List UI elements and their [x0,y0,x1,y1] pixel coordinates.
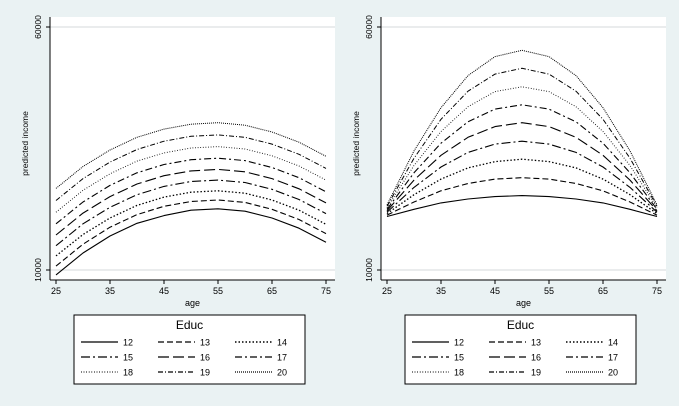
legend-label-educ-14: 14 [608,338,618,348]
legend-title: Educ [507,318,534,332]
legend-label-educ-17: 17 [277,353,287,363]
series-line-educ-15 [386,140,658,213]
y-tick-label: 10000 [364,258,374,282]
x-tick-label: 35 [436,286,446,296]
x-tick-label: 25 [51,286,61,296]
chart-panel-1: 25 35 45 55 65 75 10000 60000 age predicted incom… [20,15,335,385]
legend-label-educ-19: 19 [200,368,210,378]
legend-label-educ-15: 15 [454,353,464,363]
legend-label-educ-20: 20 [277,368,287,378]
legend-label-educ-16: 16 [531,353,541,363]
plot-area [381,17,666,280]
y-tick-label: 60000 [364,15,374,39]
legend-label-educ-14: 14 [277,338,287,348]
legend-label-educ-19: 19 [531,368,541,378]
legend-label-educ-13: 13 [531,338,541,348]
chart-panel-2: 25 35 45 55 65 75 10000 60000 age predicted incom… [351,15,666,385]
x-axis-title: age [516,298,531,308]
legend-label-educ-17: 17 [608,353,618,363]
series-line-educ-19 [386,67,658,207]
series-line-educ-17 [55,157,327,225]
legend-label-educ-15: 15 [123,353,133,363]
y-axis-title: predicted income [351,111,361,176]
legend-label-educ-20: 20 [608,368,618,378]
series-line-educ-14 [386,158,658,215]
x-tick-label: 75 [321,286,331,296]
y-tick-label: 10000 [33,258,43,282]
series-line-educ-15 [55,179,327,247]
legend: Educ 12 13 14 15 16 17 18 19 20 [73,314,306,385]
x-tick-label: 65 [598,286,608,296]
plot-area [50,17,335,280]
legend-title: Educ [176,318,203,332]
x-tick-label: 35 [105,286,115,296]
x-tick-label: 65 [267,286,277,296]
y-axis-title: predicted income [20,111,30,176]
series-line-educ-16 [386,122,658,212]
x-tick-label: 25 [382,286,392,296]
x-tick-label: 55 [544,286,554,296]
x-tick-label: 55 [213,286,223,296]
series-line-educ-16 [55,168,327,236]
series-line-educ-14 [55,190,327,257]
legend-label-educ-13: 13 [200,338,210,348]
legend-label-educ-12: 12 [454,338,464,348]
series-line-educ-12 [386,195,658,218]
series-line-educ-20 [386,49,658,206]
series-line-educ-12 [55,208,327,276]
legend-label-educ-18: 18 [454,368,464,378]
x-tick-label: 75 [652,286,662,296]
series-line-educ-13 [55,199,327,267]
x-axis-title: age [185,298,200,308]
legend-label-educ-16: 16 [200,353,210,363]
legend-label-educ-18: 18 [123,368,133,378]
legend: Educ 12 13 14 15 16 17 18 19 20 [404,314,637,385]
series-line-educ-19 [55,134,327,201]
x-tick-label: 45 [490,286,500,296]
legend-label-educ-12: 12 [123,338,133,348]
y-tick-label: 60000 [33,15,43,39]
series-line-educ-13 [386,177,658,216]
x-tick-label: 45 [159,286,169,296]
